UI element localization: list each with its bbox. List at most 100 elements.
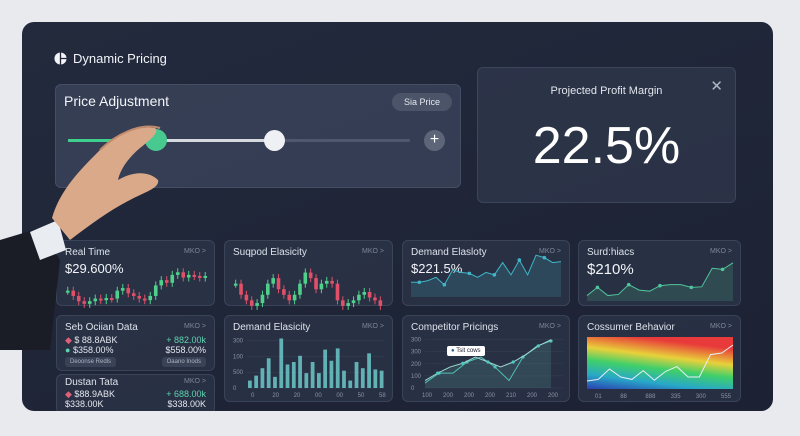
plus-icon[interactable]: +	[424, 130, 445, 151]
y-tick-label: 200	[411, 362, 422, 368]
y-tick-label: 100	[233, 354, 244, 360]
candle	[203, 275, 208, 278]
bar	[279, 338, 284, 388]
bar	[373, 369, 378, 388]
bar	[310, 362, 315, 388]
bar	[285, 364, 290, 388]
x-tick-label: 01	[595, 394, 602, 400]
data-point	[689, 285, 694, 290]
data-point	[442, 282, 447, 287]
dustan-card: Dustan Tata MKO > ◆ $88.9ABK + 688.00k $…	[56, 374, 215, 411]
bar	[317, 373, 321, 388]
candle	[341, 300, 345, 306]
bar	[248, 380, 252, 388]
candle	[357, 294, 361, 301]
more-link[interactable]: MKO >	[710, 248, 732, 255]
sales-card: Seb Ociian Data MKO > ◆ $ 88.8ABK + 882.…	[56, 315, 215, 371]
candle	[82, 301, 87, 304]
candle	[266, 283, 270, 295]
more-link[interactable]: MKO >	[710, 323, 732, 330]
more-link[interactable]: MKO >	[539, 248, 561, 255]
x-tick-label: 20	[272, 393, 279, 399]
candle	[181, 272, 186, 278]
stats-line-chart	[586, 262, 734, 301]
data-point	[511, 360, 515, 364]
bar	[329, 360, 334, 388]
candle	[319, 283, 324, 290]
price-adjustment-title: Price Adjustment	[64, 93, 170, 109]
candle	[98, 298, 103, 301]
candle	[192, 274, 197, 277]
x-tick-label: 20	[294, 393, 301, 399]
candle	[314, 278, 318, 290]
candle	[362, 292, 367, 295]
demand-bar-card: Demand Elasicity MKO > 0 500 100 300 0 20 20 00…	[224, 315, 393, 402]
candle	[131, 293, 136, 296]
data-point	[720, 267, 725, 272]
x-tick-label: 555	[721, 394, 732, 400]
supply-card: Suqpod Elasicity MKO >	[224, 240, 393, 310]
candle	[373, 297, 377, 301]
data-point	[542, 255, 547, 260]
slider-high-handle[interactable]	[264, 130, 285, 151]
more-link[interactable]: MKO >	[362, 248, 384, 255]
candle	[65, 290, 70, 293]
card-title: Demand Elasicity	[233, 322, 311, 333]
more-link[interactable]: MKO >	[539, 323, 561, 330]
bar	[273, 376, 277, 388]
more-link[interactable]: MKO >	[184, 248, 206, 255]
sales-value: $558.00%	[165, 345, 206, 355]
close-icon[interactable]: ✕	[710, 78, 723, 95]
realtime-card: Real Time MKO > $29.600%	[56, 240, 215, 308]
candle	[346, 303, 350, 306]
app-header: Dynamic Pricing	[54, 51, 167, 66]
x-tick-label: 335	[671, 394, 682, 400]
competitor-card: Competitor Pricings MKO > 0 100 200 300 300 1…	[402, 315, 570, 402]
sales-value: $358.00%	[72, 345, 114, 355]
candle	[153, 285, 158, 296]
candle	[330, 280, 334, 284]
card-title: Competitor Pricings	[411, 322, 499, 333]
more-link[interactable]: MKO >	[184, 378, 206, 385]
candle	[142, 298, 147, 301]
candle	[159, 280, 164, 286]
candle	[292, 294, 297, 301]
candle	[120, 288, 125, 291]
x-tick-label: 200	[548, 393, 559, 399]
hand-image	[0, 125, 161, 350]
bar	[260, 368, 265, 388]
bar	[254, 375, 259, 388]
bar	[335, 348, 340, 388]
candle	[249, 300, 254, 306]
bar	[304, 373, 309, 388]
dustan-value: $88.9ABK	[74, 389, 115, 399]
sales-value: $ 88.8ABK	[74, 335, 118, 345]
line-area	[425, 339, 551, 388]
dashboard: Dynamic Pricing Price Adjustment Sia Pri…	[22, 22, 773, 411]
demand-bar-chart: 0 500 100 300 0 20 20 00 00 50 58	[233, 338, 386, 399]
x-tick-label: 0	[251, 393, 255, 399]
data-point	[658, 283, 662, 288]
x-tick-label: 210	[506, 393, 517, 399]
x-tick-label: 00	[315, 393, 322, 399]
sales-button[interactable]: Oaano Inods	[161, 357, 206, 367]
more-link[interactable]: MKO >	[362, 323, 384, 330]
sia-price-button[interactable]: Sia Price	[391, 93, 452, 111]
data-point	[492, 273, 497, 277]
candle	[164, 280, 169, 283]
more-link[interactable]: MKO >	[184, 323, 206, 330]
sales-button[interactable]: Deoonse Redls	[65, 357, 117, 367]
candle	[186, 274, 191, 278]
data-point	[436, 371, 440, 375]
consumer-card: Cossumer Behavior MKO > 01 88 888 335 300 555	[578, 315, 741, 402]
candle	[104, 298, 109, 301]
profit-value: 22.5%	[532, 117, 681, 175]
bar	[354, 362, 359, 388]
y-tick-label: 300	[411, 350, 422, 356]
candle	[197, 275, 202, 278]
profit-title: Projected Profit Margin	[550, 85, 663, 97]
data-point	[461, 361, 465, 365]
competitor-line-chart: 0 100 200 300 300 100 200 200 200 210 200 200	[411, 338, 563, 399]
data-point	[595, 285, 600, 290]
candle	[170, 274, 175, 283]
